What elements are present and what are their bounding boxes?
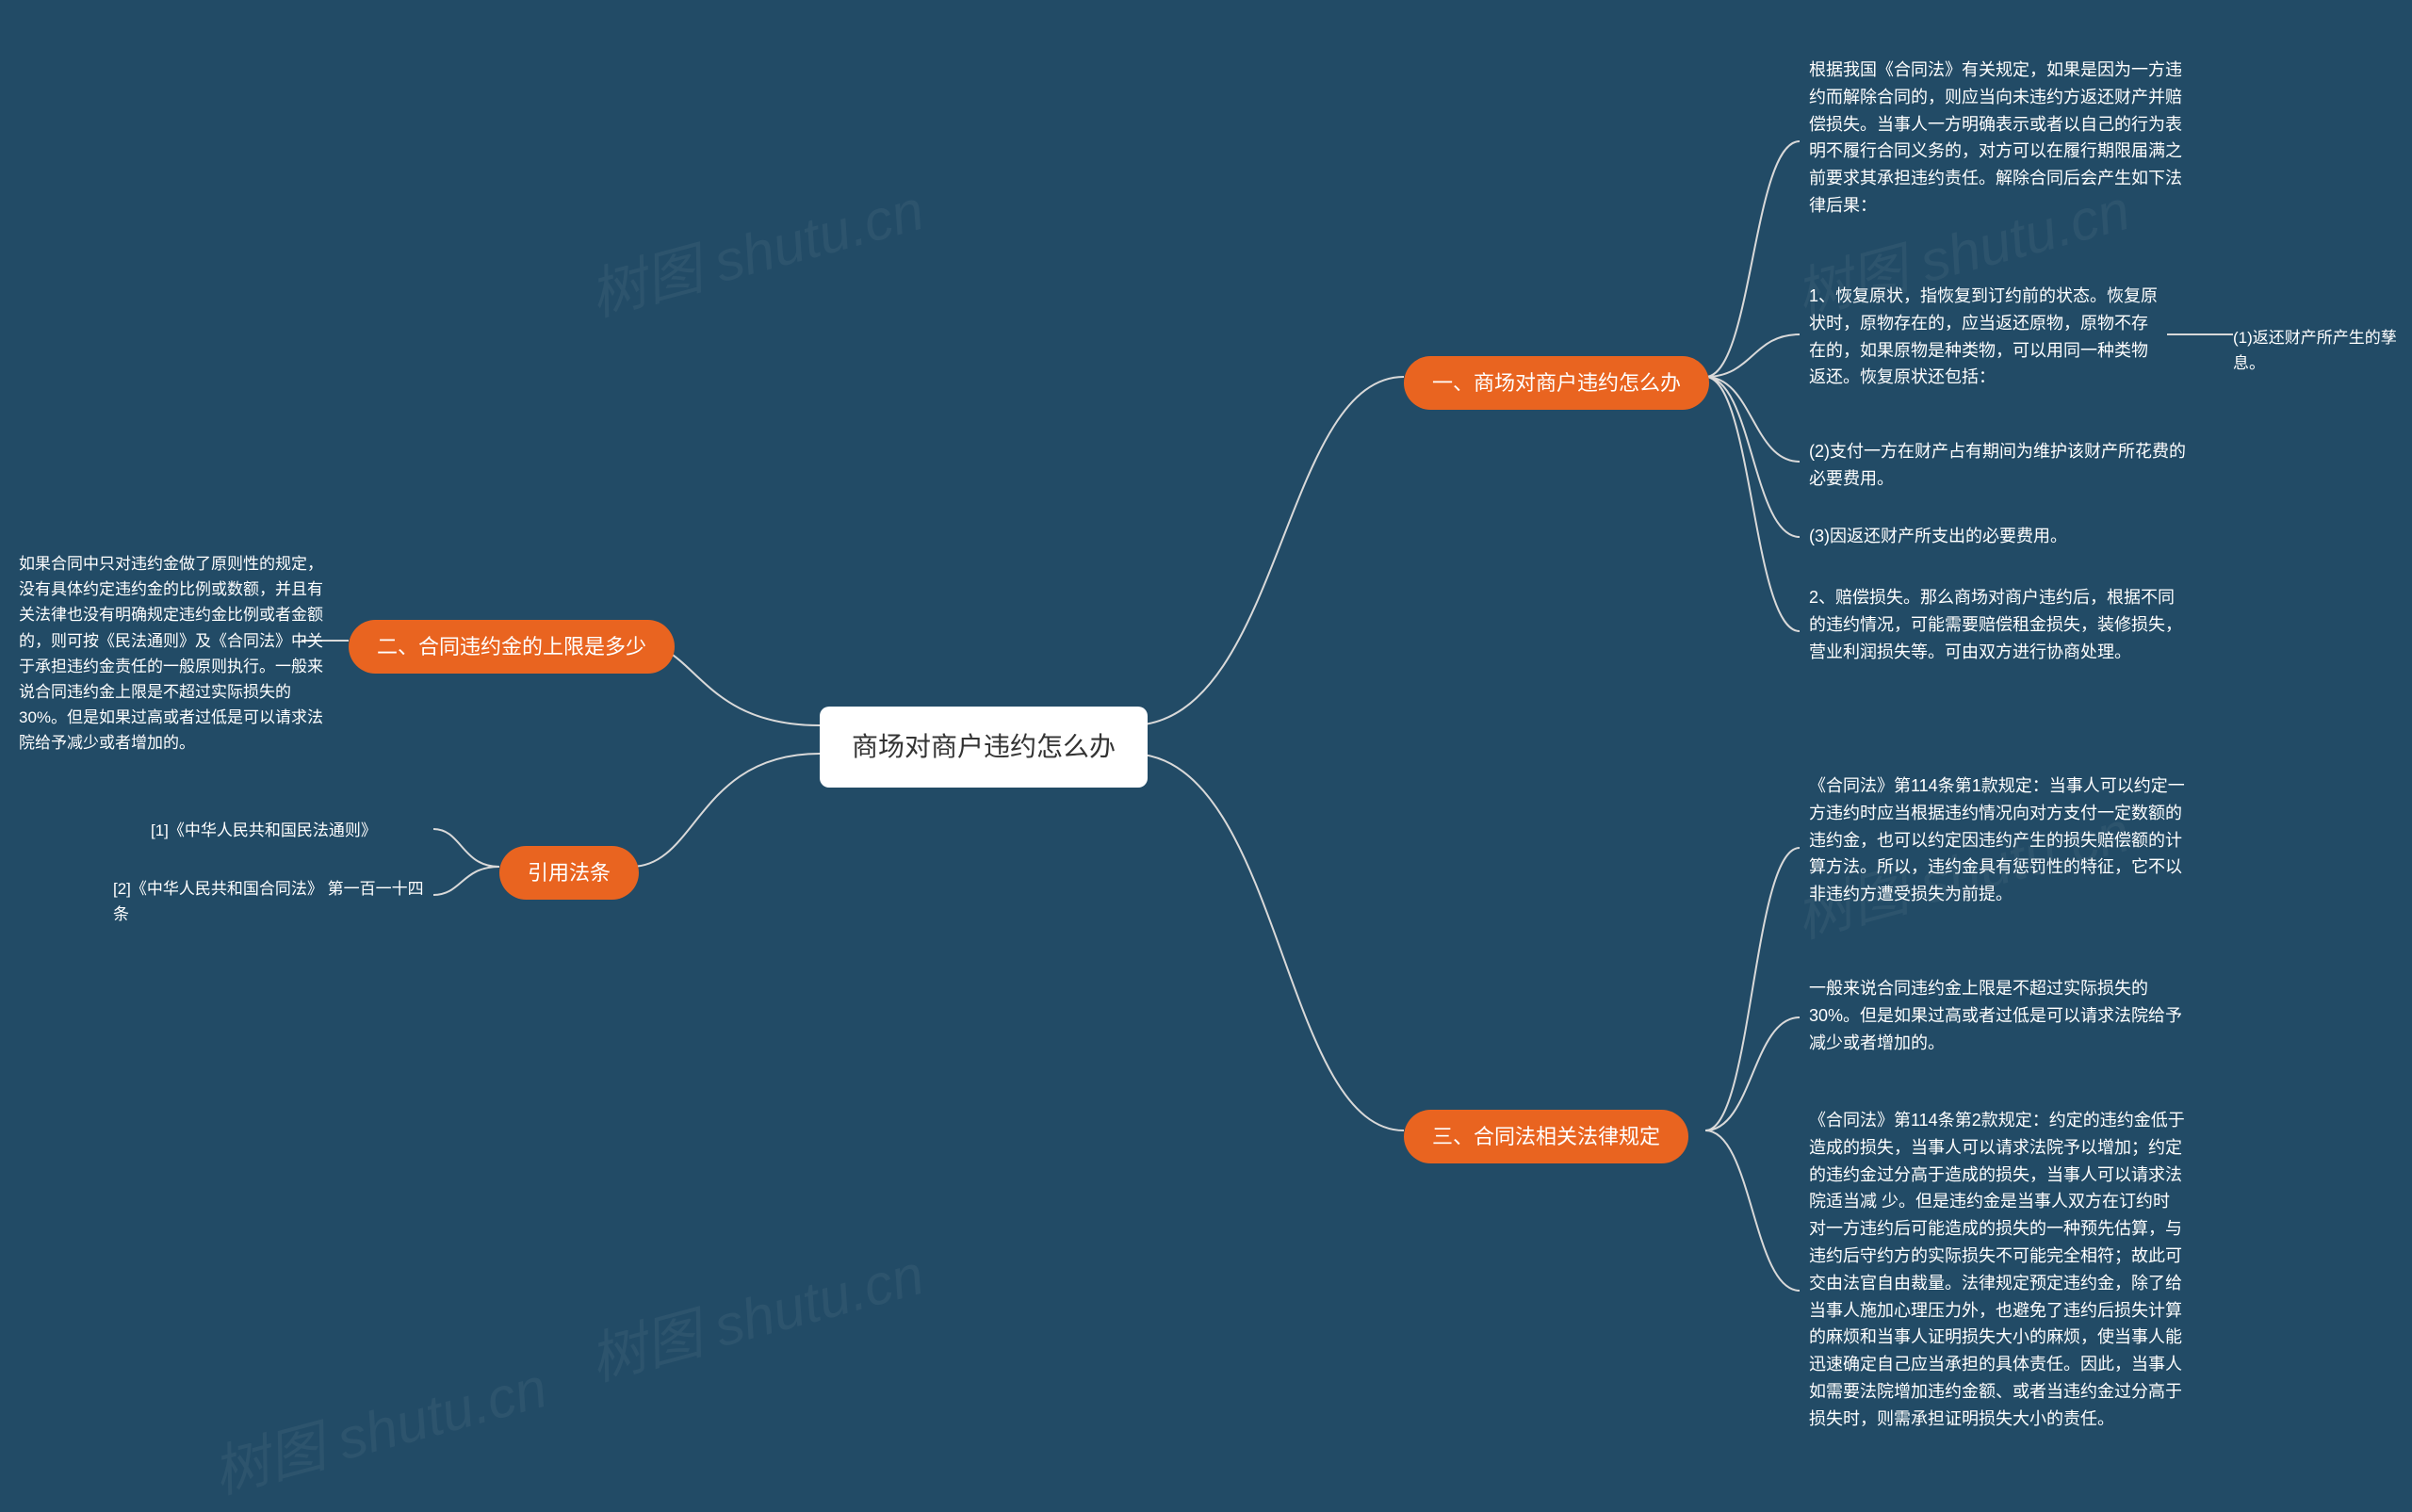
branch-4[interactable]: 引用法条	[499, 846, 639, 900]
watermark: 树图 shutu.cn	[579, 1228, 932, 1396]
branch-3[interactable]: 三、合同法相关法律规定	[1404, 1110, 1688, 1163]
leaf-b1-4: (3)因返还财产所支出的必要费用。	[1809, 523, 2067, 550]
leaf-b1-3: (2)支付一方在财产占有期间为维护该财产所花费的必要费用。	[1809, 438, 2186, 493]
leaf-b3-2: 一般来说合同违约金上限是不超过实际损失的30%。但是如果过高或者过低是可以请求法…	[1809, 975, 2186, 1056]
leaf-b3-1: 《合同法》第114条第1款规定：当事人可以约定一方违约时应当根据违约情况向对方支…	[1809, 772, 2186, 908]
leaf-b1-2-1: (1)返还财产所产生的孳息。	[2233, 325, 2403, 376]
branch-1[interactable]: 一、商场对商户违约怎么办	[1404, 356, 1709, 410]
center-node[interactable]: 商场对商户违约怎么办	[820, 707, 1148, 788]
watermark: 树图 shutu.cn	[579, 164, 932, 332]
leaf-b4-2: [2]《中华人民共和国合同法》 第一百一十四条	[113, 876, 433, 927]
leaf-b1-2: 1、恢复原状，指恢复到订约前的状态。恢复原状时，原物存在的，应当返还原物，原物不…	[1809, 283, 2158, 391]
watermark: 树图 shutu.cn	[203, 1341, 555, 1509]
leaf-b2-1: 如果合同中只对违约金做了原则性的规定，没有具体约定违约金的比例或数额，并且有关法…	[19, 551, 330, 756]
branch-2[interactable]: 二、合同违约金的上限是多少	[349, 620, 675, 674]
leaf-b1-5: 2、赔偿损失。那么商场对商户违约后，根据不同的违约情况，可能需要赔偿租金损失，装…	[1809, 584, 2186, 665]
leaf-b3-3: 《合同法》第114条第2款规定：约定的违约金低于造成的损失，当事人可以请求法院予…	[1809, 1107, 2186, 1433]
leaf-b4-1: [1]《中华人民共和国民法通则》	[151, 818, 377, 843]
leaf-b1-1: 根据我国《合同法》有关规定，如果是因为一方违约而解除合同的，则应当向未违约方返还…	[1809, 57, 2186, 219]
